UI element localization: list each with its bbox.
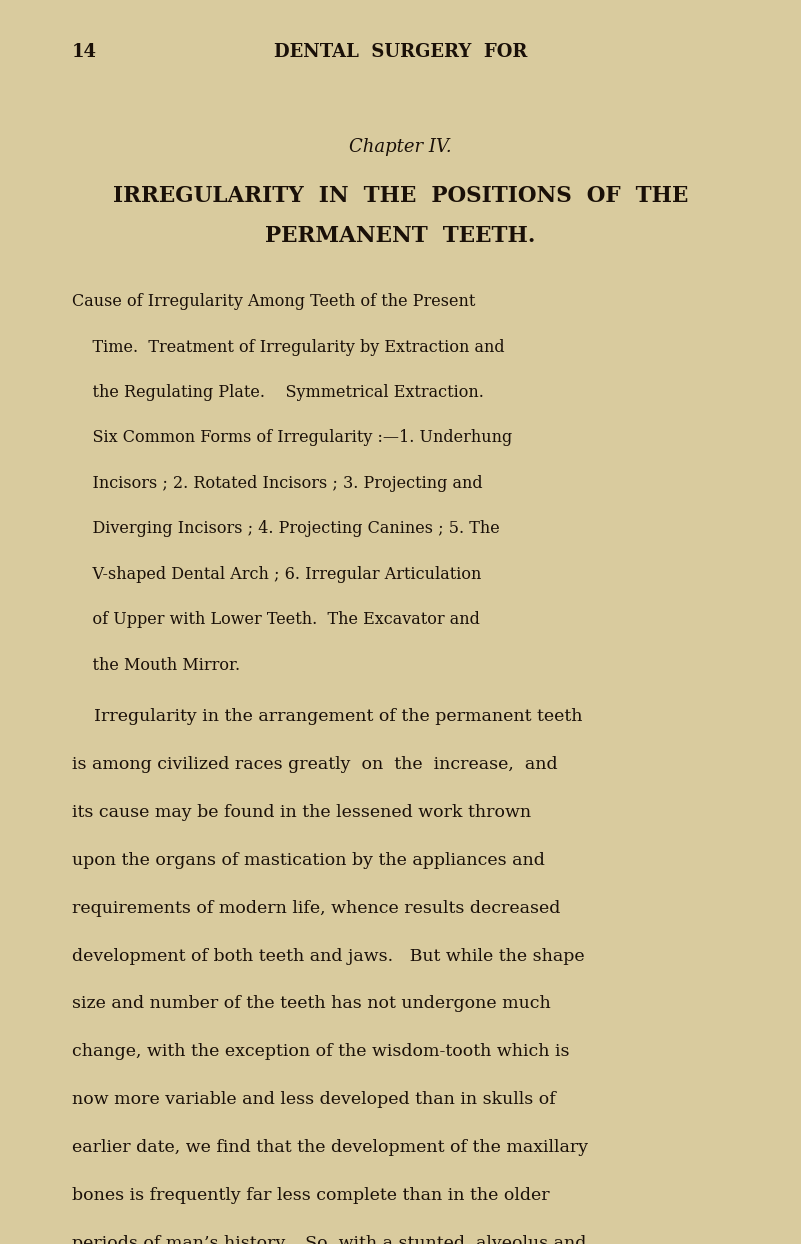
Text: Irregularity in the arrangement of the permanent teeth: Irregularity in the arrangement of the p… (72, 708, 582, 725)
Text: earlier date, we find that the development of the maxillary: earlier date, we find that the developme… (72, 1140, 588, 1156)
Text: the Mouth Mirror.: the Mouth Mirror. (72, 657, 240, 674)
Text: Chapter IV.: Chapter IV. (349, 138, 452, 156)
Text: now more variable and less developed than in skulls of: now more variable and less developed tha… (72, 1091, 556, 1108)
Text: 14: 14 (72, 44, 97, 61)
Text: Incisors ; 2. Rotated Incisors ; 3. Projecting and: Incisors ; 2. Rotated Incisors ; 3. Proj… (72, 475, 483, 491)
Text: bones is frequently far less complete than in the older: bones is frequently far less complete th… (72, 1187, 549, 1204)
Text: development of both teeth and jaws.   But while the shape: development of both teeth and jaws. But … (72, 948, 585, 964)
Text: its cause may be found in the lessened work thrown: its cause may be found in the lessened w… (72, 804, 531, 821)
Text: change, with the exception of the wisdom-tooth which is: change, with the exception of the wisdom… (72, 1044, 570, 1060)
Text: upon the organs of mastication by the appliances and: upon the organs of mastication by the ap… (72, 852, 545, 868)
Text: Cause of Irregularity Among Teeth of the Present: Cause of Irregularity Among Teeth of the… (72, 294, 476, 310)
Text: the Regulating Plate.    Symmetrical Extraction.: the Regulating Plate. Symmetrical Extrac… (72, 384, 484, 401)
Text: IRREGULARITY  IN  THE  POSITIONS  OF  THE: IRREGULARITY IN THE POSITIONS OF THE (113, 185, 688, 208)
Text: periods of man’s history.   So, with a stunted  alveolus and: periods of man’s history. So, with a stu… (72, 1234, 586, 1244)
Text: Diverging Incisors ; 4. Projecting Canines ; 5. The: Diverging Incisors ; 4. Projecting Canin… (72, 520, 500, 537)
Text: PERMANENT  TEETH.: PERMANENT TEETH. (265, 225, 536, 246)
Text: of Upper with Lower Teeth.  The Excavator and: of Upper with Lower Teeth. The Excavator… (72, 611, 480, 628)
Text: Time.  Treatment of Irregularity by Extraction and: Time. Treatment of Irregularity by Extra… (72, 338, 505, 356)
Text: is among civilized races greatly  on  the  increase,  and: is among civilized races greatly on the … (72, 756, 557, 773)
Text: DENTAL  SURGERY  FOR: DENTAL SURGERY FOR (274, 44, 527, 61)
Text: requirements of modern life, whence results decreased: requirements of modern life, whence resu… (72, 899, 561, 917)
Text: size and number of the teeth has not undergone much: size and number of the teeth has not und… (72, 995, 551, 1013)
Text: Six Common Forms of Irregularity :—1. Underhung: Six Common Forms of Irregularity :—1. Un… (72, 429, 513, 447)
Text: V-shaped Dental Arch ; 6. Irregular Articulation: V-shaped Dental Arch ; 6. Irregular Arti… (72, 566, 481, 583)
